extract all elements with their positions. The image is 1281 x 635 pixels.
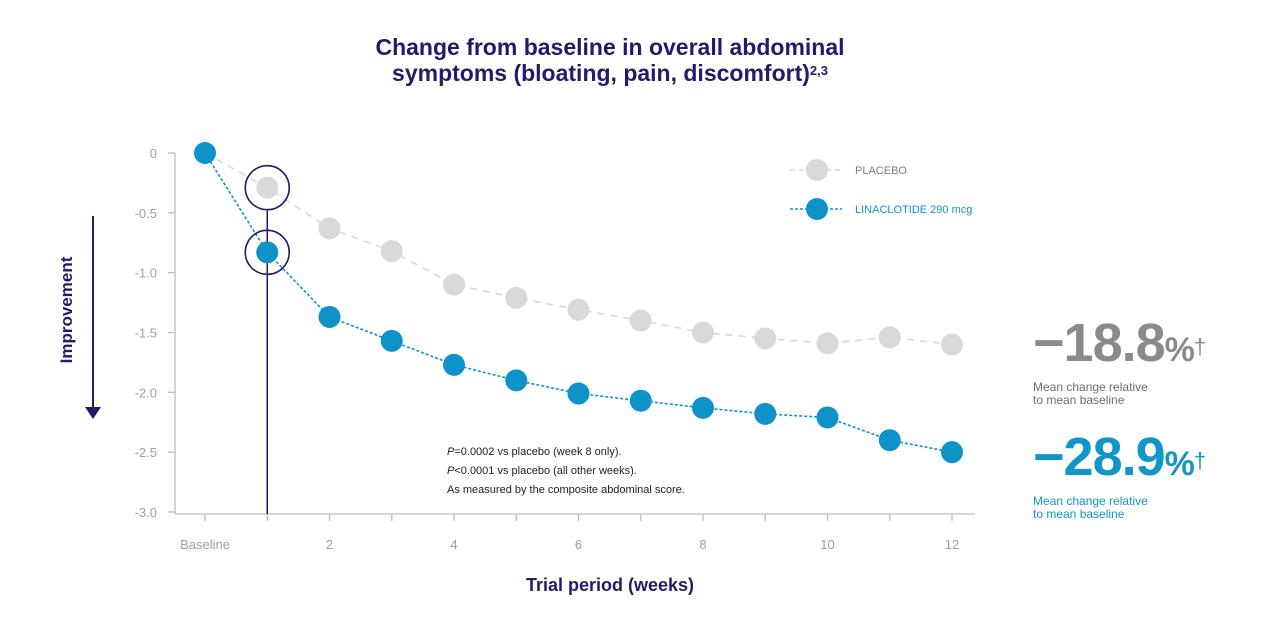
placebo-point — [505, 286, 528, 309]
placebo-point — [318, 217, 341, 240]
placebo-stat-caption: Mean change relative to mean baseline — [1033, 380, 1148, 407]
chart-title-line1: Change from baseline in overall abdomina… — [375, 34, 845, 60]
legend-label: LINACLOTIDE 290 mcg — [855, 204, 972, 216]
x-tick-label: 8 — [699, 537, 706, 552]
y-tick-label: -2.0 — [135, 385, 157, 400]
linaclotide-point — [443, 353, 465, 376]
y-tick-label: -2.5 — [135, 445, 157, 460]
improvement-arrow-shaft — [92, 216, 94, 412]
placebo-point — [754, 327, 777, 350]
linaclotide-point — [318, 305, 341, 328]
footnote-1: P=0.0002 vs placebo (week 8 only). — [447, 446, 622, 458]
linaclotide-point — [816, 406, 839, 429]
placebo-stat: −18.8%† Mean change relative to mean base… — [1033, 313, 1206, 407]
x-axis-label: Trial period (weeks) — [525, 575, 695, 595]
linaclotide-point — [256, 241, 279, 264]
footnote-3: As measured by the composite abdominal s… — [447, 484, 685, 496]
placebo-point — [567, 298, 590, 321]
y-tick-label: -0.5 — [135, 206, 157, 221]
placebo-highlight-ring — [244, 164, 291, 211]
placebo-point — [256, 176, 279, 199]
linaclotide-stat: −28.9%† Mean change relative to mean base… — [1033, 427, 1206, 521]
linaclotide-point — [505, 369, 528, 392]
legend-marker — [806, 159, 828, 181]
linaclotide-point — [380, 329, 403, 352]
y-tick-label: -1.0 — [135, 266, 157, 281]
down-arrow-icon — [85, 407, 101, 419]
linaclotide-point — [567, 382, 590, 405]
placebo-point — [629, 309, 652, 332]
x-tick-label: 10 — [820, 537, 834, 552]
y-tick-label: -1.5 — [135, 326, 157, 341]
placebo-point — [380, 240, 403, 263]
y-tick-label: -3.0 — [135, 505, 157, 520]
footnote-2: P<0.0001 vs placebo (all other weeks). — [447, 465, 637, 477]
x-tick-label: Baseline — [180, 537, 230, 552]
legend-label: PLACEBO — [855, 165, 907, 177]
placebo-point — [816, 332, 839, 355]
x-tick-label: 6 — [575, 537, 582, 552]
placebo-stat-value: −18.8%† — [1033, 313, 1206, 373]
linaclotide-point — [629, 389, 652, 412]
linaclotide-point — [194, 142, 216, 164]
linaclotide-point — [941, 441, 963, 464]
placebo-point — [692, 321, 714, 344]
footnotes: P=0.0002 vs placebo (week 8 only). P<0.0… — [447, 443, 685, 500]
linaclotide-stat-value: −28.9%† — [1033, 427, 1206, 487]
y-tick-label: 0 — [150, 146, 157, 161]
x-tick-label: 2 — [326, 537, 333, 552]
x-tick-label: 12 — [945, 537, 959, 552]
linaclotide-highlight-ring — [244, 229, 291, 276]
placebo-point — [878, 326, 901, 349]
placebo-point — [941, 333, 963, 356]
placebo-point — [443, 273, 465, 296]
legend-marker — [806, 198, 828, 220]
x-tick-label: 4 — [450, 537, 457, 552]
linaclotide-point — [878, 429, 901, 452]
linaclotide-stat-caption: Mean change relative to mean baseline — [1033, 494, 1148, 521]
linaclotide-point — [754, 402, 777, 425]
chart-title: Change from baseline in overall abdomina… — [0, 34, 1220, 86]
title-reference: 2,3 — [809, 63, 828, 78]
chart-title-line2: symptoms (bloating, pain, discomfort) — [392, 60, 810, 86]
linaclotide-point — [692, 396, 714, 419]
